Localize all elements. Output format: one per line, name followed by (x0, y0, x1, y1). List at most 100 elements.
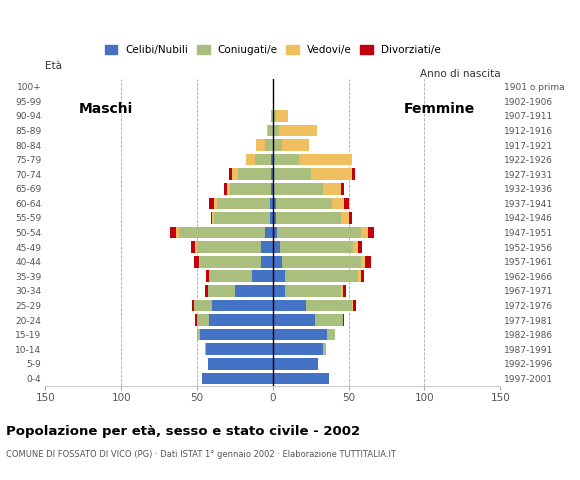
Bar (195, 314, 197, 326)
Bar (277, 227, 361, 239)
Bar (213, 198, 217, 209)
Bar (343, 285, 346, 297)
Bar (349, 212, 351, 224)
Text: Popolazione per età, sesso e stato civile - 2002: Popolazione per età, sesso e stato civil… (6, 425, 360, 438)
Bar (273, 96, 274, 107)
Bar (276, 212, 341, 224)
Bar (273, 358, 318, 370)
Bar (273, 241, 280, 253)
Text: Femmine: Femmine (404, 102, 475, 116)
Bar (176, 227, 179, 239)
Bar (217, 198, 270, 209)
Bar (213, 212, 270, 224)
Bar (353, 300, 356, 312)
Bar (273, 270, 285, 282)
Bar (273, 300, 306, 312)
Bar (205, 343, 206, 355)
Bar (273, 139, 282, 151)
Bar (323, 183, 341, 194)
Bar (270, 198, 273, 209)
Bar (273, 343, 323, 355)
Text: Maschi: Maschi (79, 102, 133, 116)
Bar (209, 314, 273, 326)
Bar (260, 256, 273, 267)
Bar (212, 212, 213, 224)
Bar (299, 154, 351, 166)
Bar (209, 270, 252, 282)
Bar (273, 256, 282, 267)
Bar (179, 227, 265, 239)
Bar (327, 329, 335, 340)
Bar (273, 168, 274, 180)
Bar (227, 183, 230, 194)
Bar (351, 168, 355, 180)
Bar (273, 125, 279, 136)
Bar (341, 285, 343, 297)
Bar (361, 256, 365, 267)
Bar (230, 183, 271, 194)
Bar (271, 168, 273, 180)
Bar (238, 168, 271, 180)
Text: COMUNE DI FOSSATO DI VICO (PG) · Dati ISTAT 1° gennaio 2002 · Elaborazione TUTTI: COMUNE DI FOSSATO DI VICO (PG) · Dati IS… (6, 450, 396, 459)
Bar (306, 300, 351, 312)
Bar (344, 198, 349, 209)
Bar (280, 241, 353, 253)
Bar (285, 270, 358, 282)
Bar (282, 256, 361, 267)
Bar (211, 212, 212, 224)
Bar (271, 154, 273, 166)
Bar (170, 227, 176, 239)
Bar (365, 256, 371, 267)
Legend: Celibi/Nubili, Coniugati/e, Vedovi/e, Divorziati/e: Celibi/Nubili, Coniugati/e, Vedovi/e, Di… (105, 45, 441, 55)
Bar (206, 270, 209, 282)
Bar (256, 139, 265, 151)
Bar (273, 227, 277, 239)
Bar (276, 198, 332, 209)
Bar (245, 154, 255, 166)
Bar (194, 300, 212, 312)
Bar (212, 300, 273, 312)
Bar (273, 329, 327, 340)
Bar (273, 372, 329, 384)
Bar (205, 285, 208, 297)
Bar (332, 198, 344, 209)
Bar (260, 241, 273, 253)
Bar (198, 256, 200, 267)
Bar (323, 343, 326, 355)
Bar (209, 198, 213, 209)
Bar (279, 125, 317, 136)
Bar (368, 227, 374, 239)
Bar (361, 227, 368, 239)
Bar (200, 256, 260, 267)
Bar (273, 212, 276, 224)
Bar (273, 154, 299, 166)
Bar (255, 154, 271, 166)
Bar (351, 300, 353, 312)
Bar (316, 314, 343, 326)
Bar (276, 110, 288, 122)
Bar (202, 372, 273, 384)
Bar (358, 241, 362, 253)
Bar (193, 300, 194, 312)
Bar (270, 212, 273, 224)
Bar (208, 358, 273, 370)
Bar (311, 168, 351, 180)
Bar (353, 241, 358, 253)
Bar (265, 227, 273, 239)
Bar (197, 314, 209, 326)
Text: Età: Età (45, 60, 63, 71)
Bar (271, 110, 273, 122)
Bar (265, 139, 273, 151)
Bar (191, 241, 195, 253)
Bar (343, 314, 344, 326)
Bar (271, 183, 273, 194)
Bar (208, 285, 235, 297)
Bar (341, 212, 349, 224)
Bar (282, 139, 309, 151)
Bar (267, 125, 269, 136)
Bar (235, 285, 273, 297)
Bar (252, 270, 273, 282)
Bar (197, 241, 260, 253)
Bar (195, 241, 197, 253)
Bar (269, 125, 273, 136)
